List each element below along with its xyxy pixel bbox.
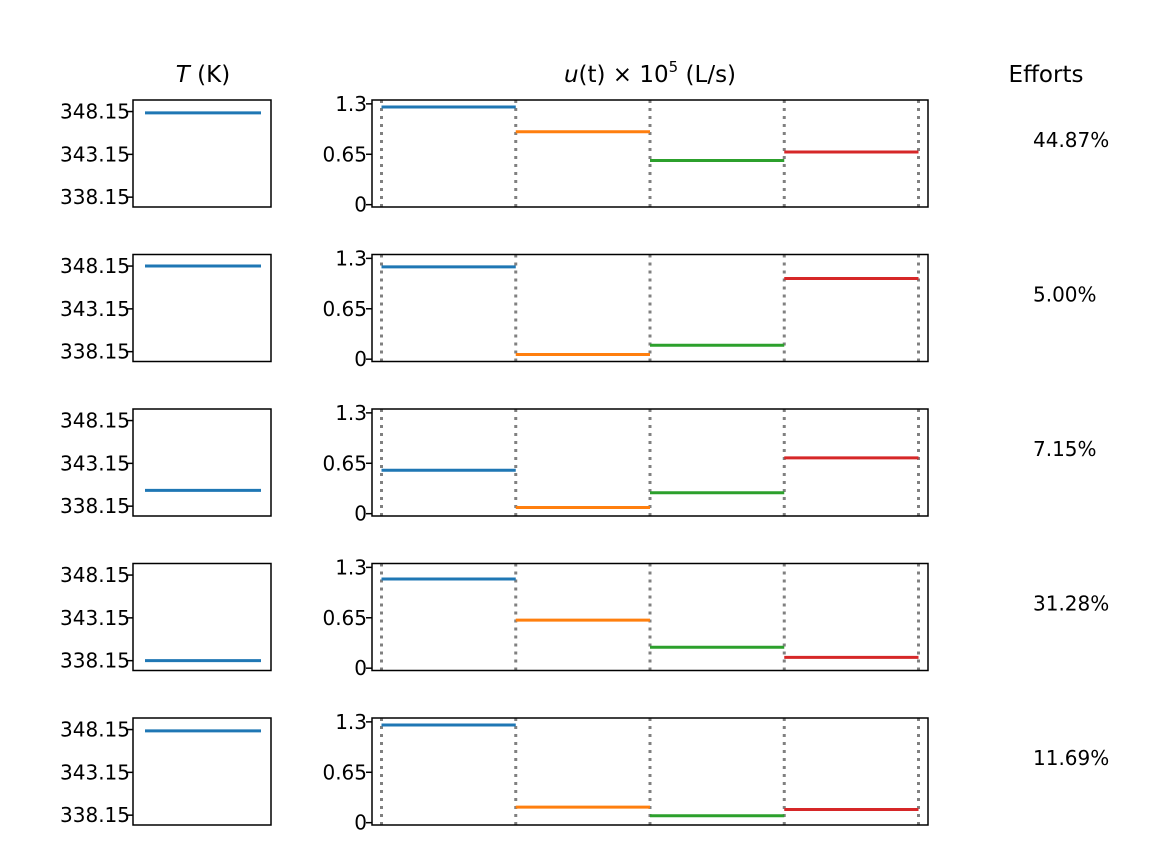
control-tick-label: 0.65: [322, 297, 367, 321]
control-tick-label: 0: [354, 656, 367, 680]
control-axes-frame: [371, 717, 929, 826]
temperature-axes-frame: [132, 253, 272, 363]
temperature-tick-label: 348.15: [60, 100, 130, 124]
control-tick-label: 0.65: [322, 451, 367, 475]
temperature-tick-label: 343.15: [60, 451, 130, 475]
temperature-tick-label: 343.15: [60, 606, 130, 630]
control-tick-label: 0.65: [322, 760, 367, 784]
temperature-axes-frame: [132, 562, 272, 672]
effort-label: 31.28%: [1033, 592, 1109, 616]
temperature-tick-label: 348.15: [60, 254, 130, 278]
control-axes-frame: [371, 99, 929, 208]
temperature-axes-frame: [132, 717, 272, 826]
control-tick-label: 1.3: [335, 401, 367, 425]
control-tick-label: 0: [354, 193, 367, 217]
control-tick-label: 0: [354, 811, 367, 835]
control-tick-label: 0: [354, 502, 367, 526]
control-tick-label: 0.65: [322, 142, 367, 166]
temperature-tick-label: 338.15: [60, 649, 130, 673]
control-tick-label: 1.3: [335, 555, 367, 579]
subplot-row: 348.15 343.15 338.15 1.3 0.65 0 44.87%: [60, 92, 1109, 217]
effort-label: 11.69%: [1033, 746, 1109, 770]
temperature-tick-label: 343.15: [60, 297, 130, 321]
control-times: × 10: [606, 62, 669, 88]
temperature-tick-label: 348.15: [60, 563, 130, 587]
subplot-row: 348.15 343.15 338.15 1.3 0.65 0 11.69%: [60, 710, 1109, 835]
temperature-tick-label: 343.15: [60, 142, 130, 166]
control-axes-frame: [371, 562, 929, 672]
control-tick-label: 1.3: [335, 710, 367, 734]
control-tick-label: 0.65: [322, 606, 367, 630]
control-tick-label: 1.3: [335, 92, 367, 116]
efforts-column-title: Efforts: [1009, 62, 1084, 88]
temperature-tick-label: 348.15: [60, 718, 130, 742]
temperature-axes-frame: [132, 99, 272, 208]
subplot-row: 348.15 343.15 338.15 1.3 0.65 0 31.28%: [60, 555, 1109, 680]
control-unit: (L/s): [678, 62, 736, 88]
control-argument: (t): [579, 62, 606, 88]
temperature-axes-frame: [132, 408, 272, 517]
control-axes-frame: [371, 408, 929, 517]
control-axes-frame: [371, 253, 929, 363]
control-tick-label: 0: [354, 347, 367, 371]
subplot-row: 348.15 343.15 338.15 1.3 0.65 0 7.15%: [60, 401, 1097, 526]
temperature-tick-label: 338.15: [60, 185, 130, 209]
subplot-row: 348.15 343.15 338.15 1.3 0.65 0 5.00%: [60, 246, 1097, 371]
subplot-rows: 348.15343.15338.151.30.65044.87%348.1534…: [60, 92, 1109, 835]
temperature-tick-label: 343.15: [60, 760, 130, 784]
control-tick-label: 1.3: [335, 246, 367, 270]
temperature-symbol: T: [176, 62, 192, 88]
effort-label: 7.15%: [1033, 437, 1097, 461]
temperature-tick-label: 338.15: [60, 340, 130, 364]
control-column-title: u(t) × 105 (L/s): [564, 58, 736, 88]
effort-label: 5.00%: [1033, 283, 1097, 307]
effort-label: 44.87%: [1033, 128, 1109, 152]
temperature-unit: (K): [190, 62, 230, 88]
control-symbol: u: [564, 62, 579, 88]
control-exponent: 5: [669, 58, 679, 76]
temperature-column-title: T (K): [176, 62, 230, 88]
temperature-tick-label: 338.15: [60, 494, 130, 518]
temperature-tick-label: 338.15: [60, 803, 130, 827]
temperature-tick-label: 348.15: [60, 409, 130, 433]
